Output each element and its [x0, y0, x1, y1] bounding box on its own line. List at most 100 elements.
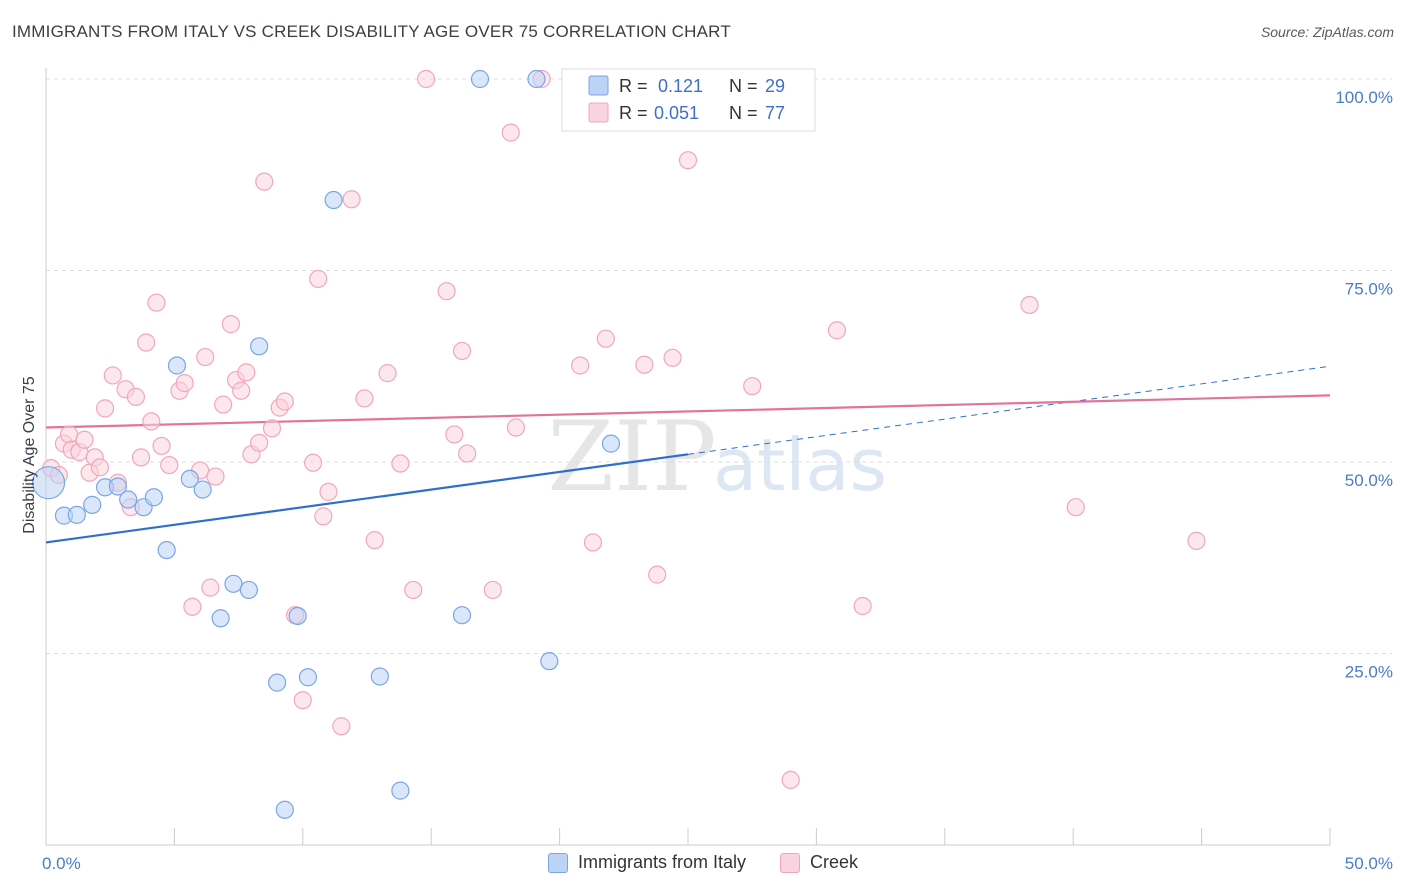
watermark: ZIP atlas	[547, 401, 887, 513]
point-italy	[370, 667, 389, 686]
legend-r-value-creek: 0.051	[654, 103, 699, 123]
point-creek	[365, 531, 384, 550]
point-creek	[147, 293, 166, 312]
point-creek	[452, 341, 472, 361]
watermark-atlas: atlas	[713, 423, 887, 507]
point-creek	[303, 453, 323, 472]
point-creek	[131, 448, 151, 467]
point-italy	[298, 668, 318, 687]
point-creek	[501, 123, 520, 142]
point-creek	[648, 565, 667, 584]
point-creek	[126, 387, 145, 406]
point-italy	[31, 466, 66, 500]
y-axis-label: Disability Age Over 75	[21, 376, 38, 534]
point-creek	[237, 363, 256, 382]
point-italy	[108, 477, 128, 496]
legend-swatch-italy	[588, 75, 609, 96]
point-creek	[175, 374, 194, 393]
legend-n-value-italy: 29	[765, 76, 785, 96]
point-creek	[160, 455, 179, 475]
point-creek	[1187, 531, 1206, 550]
legend-r-value-italy: 0.121	[658, 76, 703, 96]
legend-swatch-creek	[588, 102, 609, 123]
point-creek	[214, 395, 233, 414]
point-creek	[678, 151, 698, 170]
point-creek	[1066, 498, 1085, 517]
point-creek	[250, 433, 269, 452]
point-italy	[193, 480, 212, 499]
point-creek	[483, 580, 502, 600]
point-italy	[211, 609, 230, 628]
point-creek	[60, 425, 79, 444]
point-creek	[506, 418, 526, 437]
point-italy	[157, 540, 176, 560]
bottom-legend-label-italy: Immigrants from Italy	[577, 852, 746, 872]
point-creek	[196, 347, 215, 367]
point-italy	[288, 606, 307, 626]
y-tick-label: 25.0%	[1345, 663, 1393, 682]
point-italy	[83, 495, 102, 514]
point-creek	[142, 412, 161, 431]
point-creek	[663, 348, 682, 367]
point-creek	[206, 467, 225, 486]
legend: R = 0.121 N = 29 R = 0.051 N = 77	[561, 68, 816, 132]
bottom-legend-item-creek: Creek	[780, 852, 858, 873]
x-tick-label-max: 50.0%	[1345, 854, 1393, 873]
point-creek	[635, 355, 654, 374]
point-creek	[75, 430, 94, 449]
point-creek	[262, 419, 282, 438]
point-italy	[167, 356, 187, 375]
point-italy	[540, 652, 559, 671]
bottom-legend-item-italy: Immigrants from Italy	[547, 852, 746, 873]
source-label: Source: ZipAtlas.com	[1260, 24, 1394, 40]
point-italy	[601, 434, 621, 453]
point-creek	[853, 596, 872, 616]
point-creek	[152, 436, 171, 456]
point-italy	[527, 69, 546, 89]
point-creek	[827, 321, 847, 340]
point-creek	[137, 333, 156, 352]
point-creek	[1020, 295, 1039, 315]
point-creek	[596, 329, 615, 348]
y-tick-label: 50.0%	[1345, 471, 1393, 490]
y-tick-label: 75.0%	[1345, 280, 1393, 299]
point-creek	[437, 282, 456, 301]
point-creek	[255, 172, 274, 191]
trend-line-extension-italy	[687, 365, 1331, 455]
point-italy	[268, 673, 287, 692]
watermark-zip: ZIP	[547, 401, 716, 513]
point-italy	[180, 469, 199, 488]
point-creek	[571, 356, 590, 375]
point-creek	[232, 381, 251, 400]
point-italy	[67, 505, 86, 524]
legend-n-label-creek: N =	[729, 103, 758, 123]
point-italy	[250, 337, 269, 356]
point-creek	[458, 444, 477, 463]
point-italy	[391, 781, 410, 800]
point-creek	[314, 507, 333, 526]
point-italy	[239, 580, 258, 600]
point-creek	[309, 269, 328, 289]
point-italy	[452, 606, 472, 625]
point-italy	[144, 488, 163, 507]
point-creek	[293, 691, 312, 710]
point-italy	[324, 190, 343, 210]
legend-r-label-creek: R =	[619, 103, 648, 123]
bottom-legend-swatch-italy	[547, 852, 568, 873]
bottom-legend-label-creek: Creek	[810, 852, 859, 872]
point-creek	[743, 377, 762, 396]
point-creek	[781, 770, 800, 789]
point-creek	[221, 315, 240, 334]
point-creek	[95, 399, 115, 418]
point-creek	[391, 454, 410, 473]
point-creek	[355, 389, 374, 408]
bottom-legend: Immigrants from Italy Creek	[0, 852, 1406, 873]
y-tick-label: 100.0%	[1335, 88, 1393, 107]
point-creek	[319, 482, 338, 501]
trend-line-italy	[45, 453, 689, 544]
chart-title: IMMIGRANTS FROM ITALY VS CREEK DISABILIT…	[12, 22, 731, 41]
point-creek	[332, 717, 351, 736]
point-creek	[445, 425, 464, 444]
point-creek	[201, 578, 220, 597]
